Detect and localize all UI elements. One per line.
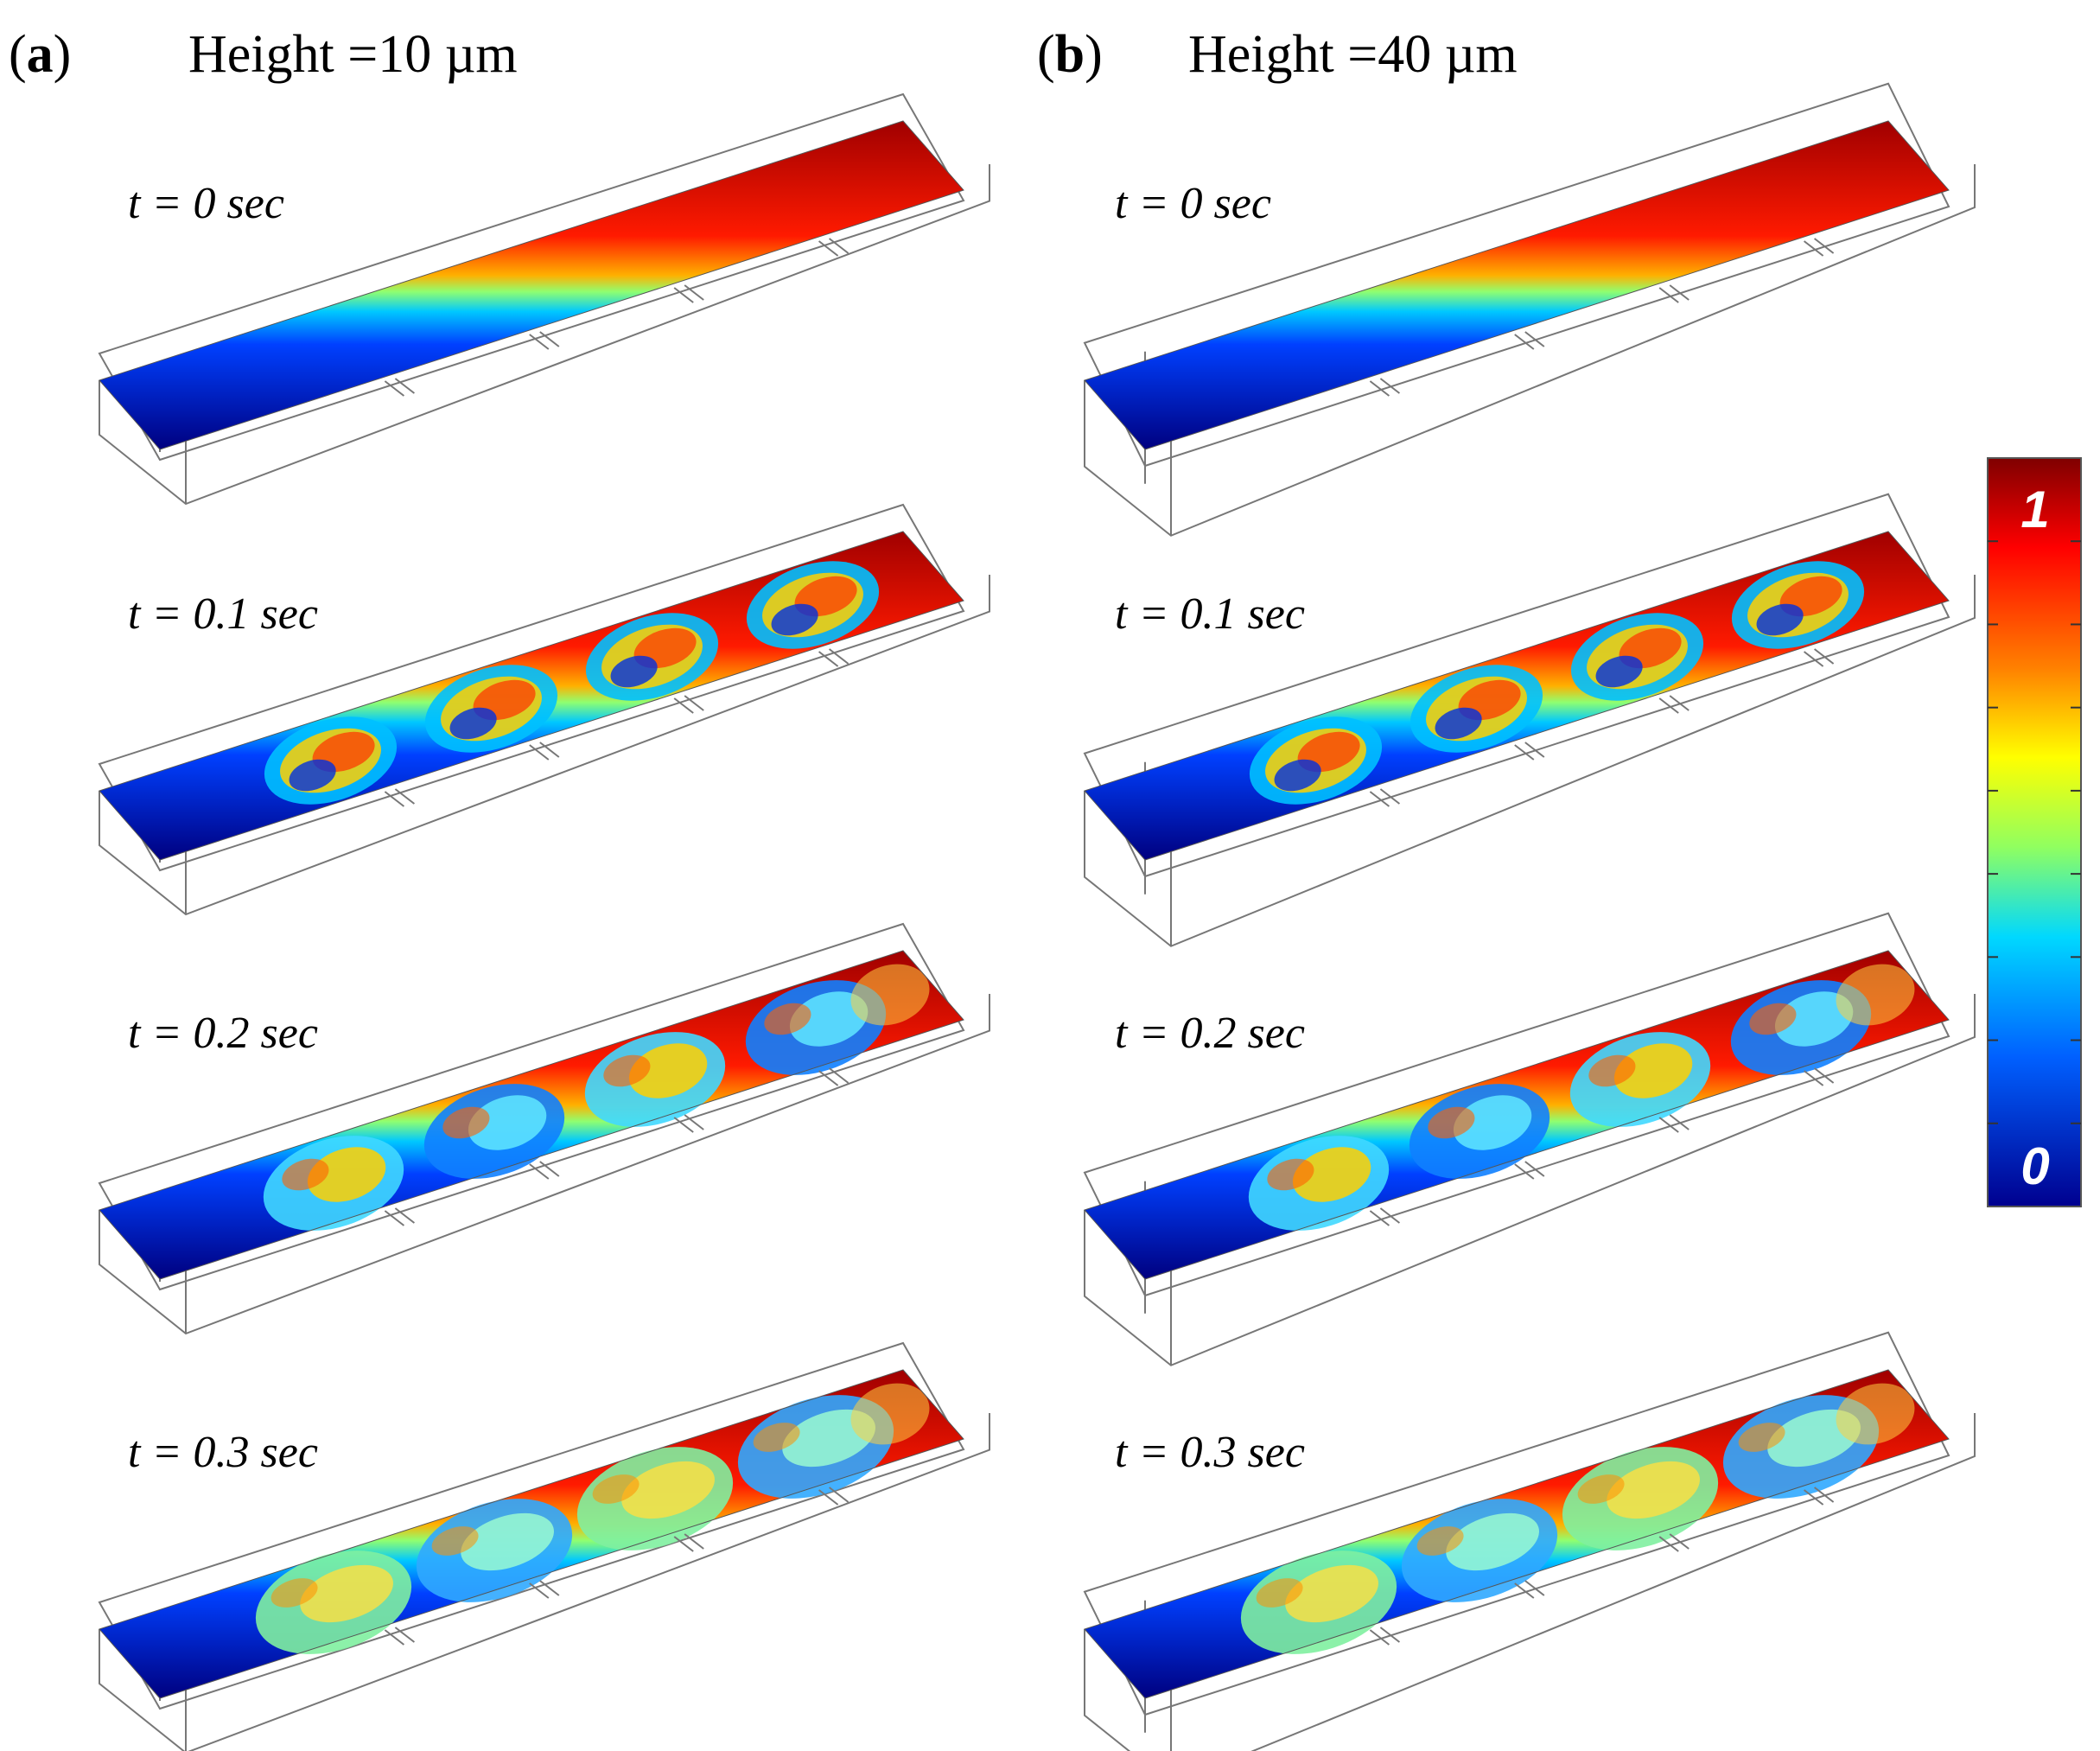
panel-b-label: (b) <box>1037 25 1103 84</box>
panel-a-label: (a) <box>9 25 72 84</box>
time-label-1-2: t = 0.2 sec <box>1115 1009 1305 1058</box>
channel-0-1 <box>98 503 990 916</box>
panel-b-letter: b <box>1054 25 1085 84</box>
colorbar: 1 0 <box>1987 457 2082 1207</box>
channel-1-3 <box>1083 1331 1976 1751</box>
colorbar-min-label: 0 <box>2020 1137 2049 1195</box>
time-label-0-1: t = 0.1 sec <box>128 589 318 639</box>
channel-0-3 <box>98 1341 990 1751</box>
channel-1-0 <box>1083 82 1976 537</box>
channel-0-0 <box>98 92 990 506</box>
panel-a-title: Height =10 µm <box>188 25 518 84</box>
panel-b-title: Height =40 µm <box>1188 25 1518 84</box>
time-label-0-3: t = 0.3 sec <box>128 1428 318 1477</box>
colorbar-max-label: 1 <box>2020 481 2049 538</box>
time-label-1-0: t = 0 sec <box>1115 179 1271 228</box>
time-label-1-3: t = 0.3 sec <box>1115 1428 1305 1477</box>
channel-1-2 <box>1083 912 1976 1366</box>
channel-0-2 <box>98 922 990 1335</box>
channel-1-1 <box>1083 493 1976 947</box>
time-label-0-2: t = 0.2 sec <box>128 1009 318 1058</box>
time-label-0-0: t = 0 sec <box>128 179 284 228</box>
time-label-1-1: t = 0.1 sec <box>1115 589 1305 639</box>
panel-a-letter: a <box>26 25 54 84</box>
colorbar-scale <box>1987 457 2082 1207</box>
